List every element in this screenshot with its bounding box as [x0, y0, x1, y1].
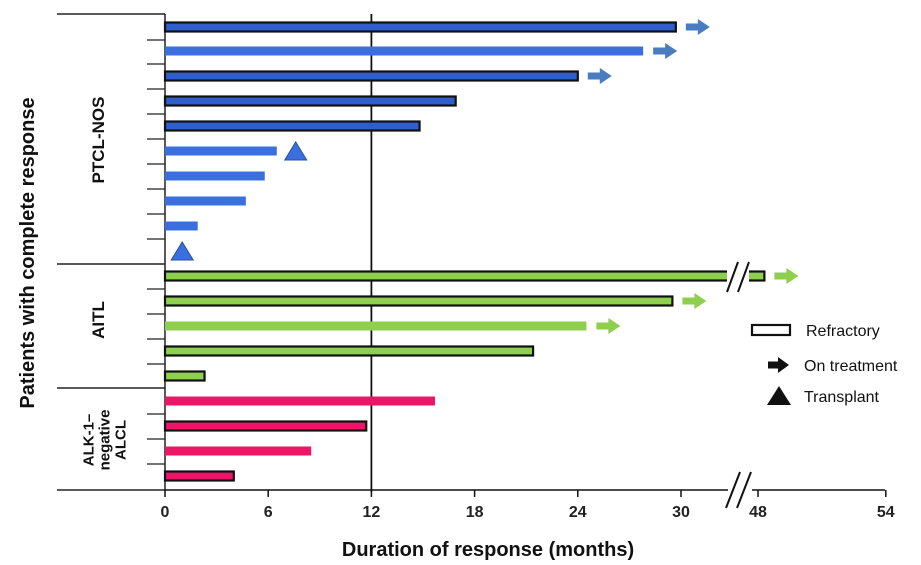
x-axis: [164, 261, 887, 509]
group-label-line: PTCL-NOS: [89, 97, 108, 184]
transplant-triangle: [283, 141, 308, 161]
bar: [165, 321, 587, 331]
x-tick-label: 12: [363, 504, 381, 521]
x-axis-title: Duration of response (months): [342, 539, 634, 561]
bar: [163, 370, 206, 382]
x-tick-label: 54: [877, 504, 895, 521]
bar: [163, 420, 368, 432]
x-tick-labels: 0 6 12 18 24 30 48 54: [161, 504, 895, 521]
bar: [165, 146, 277, 156]
legend-label: Refractory: [806, 323, 880, 340]
markers-group: [170, 19, 799, 334]
bar: [163, 270, 766, 282]
bar: [163, 295, 674, 307]
bar: [165, 221, 198, 231]
x-tick-label: 6: [264, 504, 273, 521]
on-treatment-arrow: [682, 293, 707, 309]
on-treatment-arrow: [653, 43, 678, 59]
bar: [163, 120, 421, 132]
bar-break-gap: [727, 262, 749, 292]
group-label: PTCL-NOS: [89, 97, 108, 184]
x-tick-label: 30: [672, 504, 690, 521]
bar: [165, 46, 644, 56]
group-label: AITL: [89, 301, 108, 339]
bar: [165, 171, 265, 181]
bar: [163, 345, 535, 357]
transplant-triangle: [170, 241, 195, 261]
legend-label: On treatment: [804, 358, 898, 375]
group-label-line: AITL: [89, 301, 108, 339]
legend-refractory-swatch: [750, 323, 792, 337]
legend: Refractory On treatment Transplant: [750, 323, 898, 406]
x-tick-label: 0: [161, 504, 170, 521]
axis-break-mark: [725, 471, 741, 509]
bar: [163, 95, 457, 107]
bar: [165, 196, 246, 206]
y-axis-title: Patients with complete response: [17, 97, 39, 408]
group-label: ALK-1–negativeALCL: [80, 410, 129, 471]
on-treatment-arrow: [774, 268, 799, 284]
x-tick-label: 48: [749, 504, 767, 521]
legend-arrow-icon: [768, 357, 789, 373]
group-label-line: ALK-1–: [80, 414, 97, 467]
axis-break-mark: [736, 471, 752, 509]
bar: [163, 470, 235, 482]
bar: [163, 21, 677, 33]
group-labels: PTCL-NOS AITL ALK-1–negativeALCL: [80, 97, 129, 471]
on-treatment-arrow: [587, 68, 612, 84]
legend-label: Transplant: [804, 389, 880, 406]
on-treatment-arrow: [685, 19, 710, 35]
x-tick-label: 24: [569, 504, 587, 521]
bar-break-mark: [726, 261, 739, 293]
on-treatment-arrow: [596, 318, 621, 334]
group-divider-lines: [57, 13, 166, 491]
bar: [165, 396, 436, 406]
x-tick-label: 18: [466, 504, 484, 521]
bars-group: [163, 21, 766, 482]
legend-triangle-icon: [767, 386, 791, 405]
bar: [163, 70, 579, 82]
group-label-line: negative: [96, 410, 113, 471]
bar-break-mark: [737, 261, 750, 293]
bar: [165, 446, 312, 456]
group-label-line: ALCL: [112, 420, 129, 460]
